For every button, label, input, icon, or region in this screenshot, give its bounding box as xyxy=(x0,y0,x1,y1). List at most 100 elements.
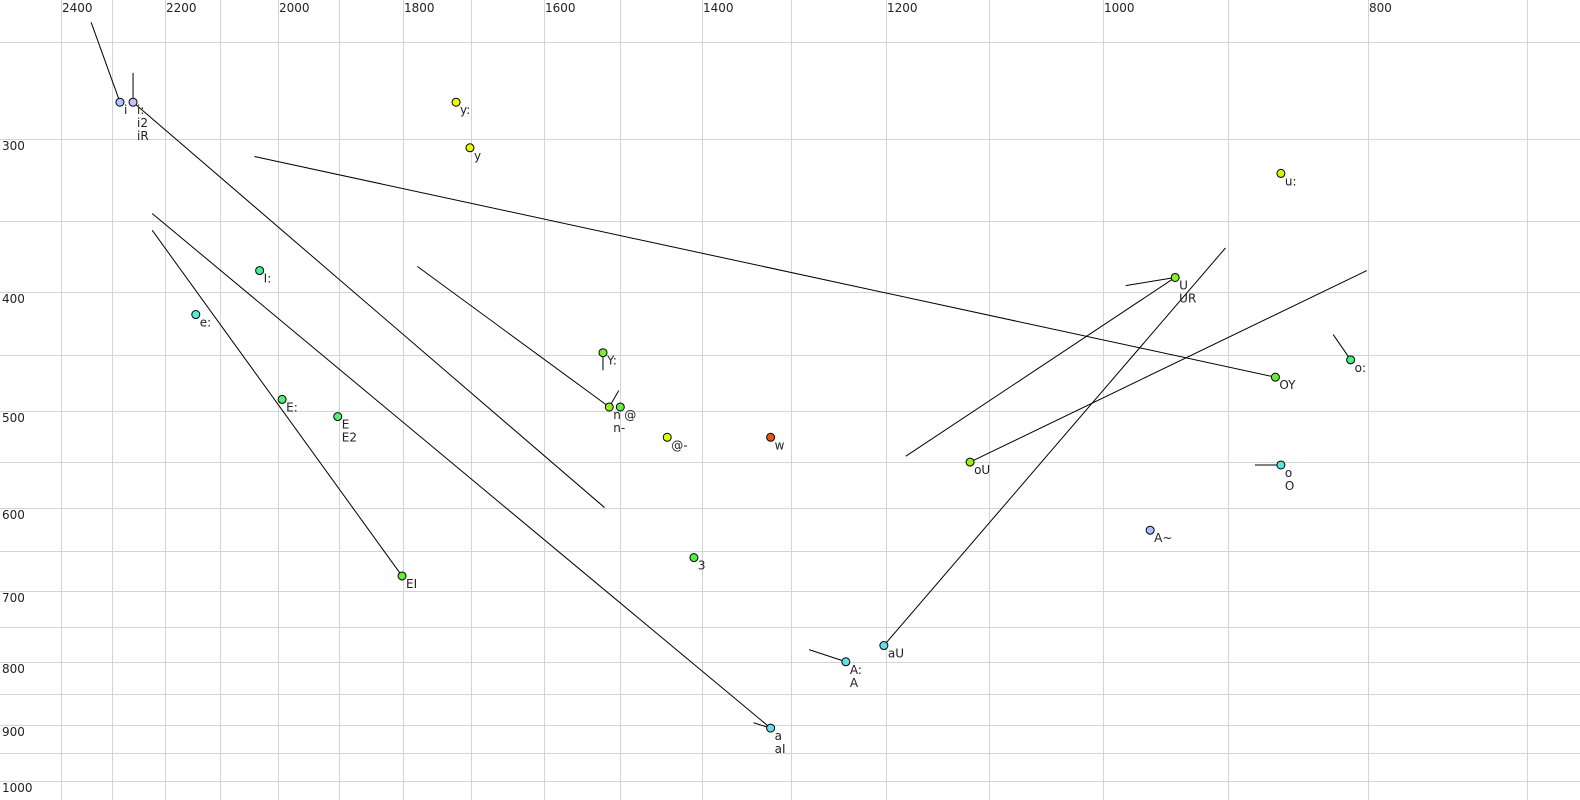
x-tick-label: 1600 xyxy=(545,1,576,15)
vowel-point-group: A~ xyxy=(1145,525,1172,545)
vowel-point[interactable] xyxy=(465,143,475,153)
vowel-point[interactable] xyxy=(1346,355,1356,365)
vowel-label: i xyxy=(124,103,127,117)
vowel-point[interactable] xyxy=(615,402,625,412)
vowel-label: n- xyxy=(613,421,625,435)
vowel-label: @- xyxy=(671,438,687,452)
vowel-label: u: xyxy=(1285,174,1297,188)
vowel-label: i: xyxy=(137,103,144,117)
vowel-point-group: EE2 xyxy=(333,412,357,445)
vowel-point-group: oU xyxy=(965,457,990,477)
vowel-point[interactable] xyxy=(841,657,851,667)
vowel-point[interactable] xyxy=(1270,372,1280,382)
trajectory-line xyxy=(254,155,1276,378)
vowel-label: A: xyxy=(850,663,862,677)
vowel-label: o xyxy=(1285,466,1292,480)
y-tick-label: 900 xyxy=(2,725,25,739)
vowel-point-group: EI xyxy=(397,571,417,591)
trajectory-line xyxy=(417,265,610,408)
vowel-label: A xyxy=(850,676,859,690)
vowel-point[interactable] xyxy=(277,394,287,404)
vowel-point[interactable] xyxy=(1276,168,1286,178)
vowel-label: @ xyxy=(624,408,636,422)
vowel-label: O xyxy=(1285,479,1294,493)
vowel-point[interactable] xyxy=(1170,272,1180,282)
x-tick-label: 1400 xyxy=(703,1,734,15)
vowel-point-group: y xyxy=(465,143,481,163)
trajectory-line xyxy=(132,101,605,508)
vowel-point-group: aaI xyxy=(766,723,786,756)
vowel-label: i2 xyxy=(137,116,148,130)
y-tick-label: 700 xyxy=(2,591,25,605)
vowel-point-group: u: xyxy=(1276,168,1297,188)
vowel-point-group: UUR xyxy=(1170,272,1196,305)
vowel-point[interactable] xyxy=(128,97,138,107)
vowel-point-group: OY xyxy=(1270,372,1296,392)
y-tick-label: 1000 xyxy=(2,781,33,795)
vowel-point[interactable] xyxy=(397,571,407,581)
x-tick-label: 1200 xyxy=(887,1,918,15)
trajectory-line xyxy=(808,649,847,663)
axis-ticks: 2400 2200 2000 1800 1600 1400 1200 1000 800 300 40… xyxy=(2,1,1392,795)
vowel-label: I: xyxy=(264,272,272,286)
vowel-point[interactable] xyxy=(451,97,461,107)
vowel-point[interactable] xyxy=(879,641,889,651)
vowel-label: Y: xyxy=(606,354,617,368)
vowel-label: a xyxy=(775,729,782,743)
vowel-point[interactable] xyxy=(191,310,201,320)
trajectory-line xyxy=(905,277,1176,457)
vowel-point[interactable] xyxy=(766,432,776,442)
vowel-label: o: xyxy=(1355,361,1366,375)
vowel-point[interactable] xyxy=(115,97,125,107)
vowel-label: 3 xyxy=(698,559,706,573)
vowel-point-group: i xyxy=(115,97,127,117)
vowel-point-group: Y: xyxy=(598,348,617,368)
vowel-label: U xyxy=(1179,278,1188,292)
vowel-point[interactable] xyxy=(662,432,672,442)
vowel-point-group: A:A xyxy=(841,657,862,690)
y-tick-label: 800 xyxy=(2,662,25,676)
vowel-point[interactable] xyxy=(598,348,608,358)
vowel-point-group: y: xyxy=(451,97,470,117)
trajectory-line xyxy=(90,22,121,103)
vowel-point-group: I: xyxy=(255,266,272,286)
vowel-label: E2 xyxy=(342,431,357,445)
x-tick-label: 2000 xyxy=(279,1,310,15)
vowel-label: E: xyxy=(286,400,298,414)
vowel-label: oU xyxy=(974,463,990,477)
vowel-point[interactable] xyxy=(604,402,614,412)
vowel-label: w xyxy=(775,438,785,452)
vowel-label: iR xyxy=(137,129,149,143)
vowel-label: A~ xyxy=(1154,531,1172,545)
trajectory-line xyxy=(1125,276,1176,287)
trajectory-line xyxy=(883,247,1226,646)
vowel-label: OY xyxy=(1279,378,1296,392)
vowel-point[interactable] xyxy=(965,457,975,467)
x-tick-label: 2400 xyxy=(62,1,93,15)
vowel-point[interactable] xyxy=(1145,525,1155,535)
vowel-point[interactable] xyxy=(255,266,265,276)
vowel-label: n xyxy=(613,408,621,422)
trajectory-line xyxy=(151,213,771,729)
vowel-point-group: @- xyxy=(662,432,688,452)
vowel-point-group: @ xyxy=(615,402,636,422)
x-tick-label: 2200 xyxy=(166,1,197,15)
trajectories xyxy=(90,22,1368,729)
vowel-label: y xyxy=(474,149,481,163)
vowel-label: aU xyxy=(888,647,904,661)
x-tick-label: 800 xyxy=(1369,1,1392,15)
vowel-point[interactable] xyxy=(1276,460,1286,470)
y-tick-label: 400 xyxy=(2,292,25,306)
vowel-point[interactable] xyxy=(689,553,699,563)
vowel-point-group: e: xyxy=(191,310,211,330)
vowel-point[interactable] xyxy=(333,412,343,422)
x-tick-label: 1800 xyxy=(404,1,435,15)
vowel-label: UR xyxy=(1179,291,1196,305)
vowel-point-group: E: xyxy=(277,394,298,414)
vowel-point-group: aU xyxy=(879,641,904,661)
vowel-point[interactable] xyxy=(766,723,776,733)
